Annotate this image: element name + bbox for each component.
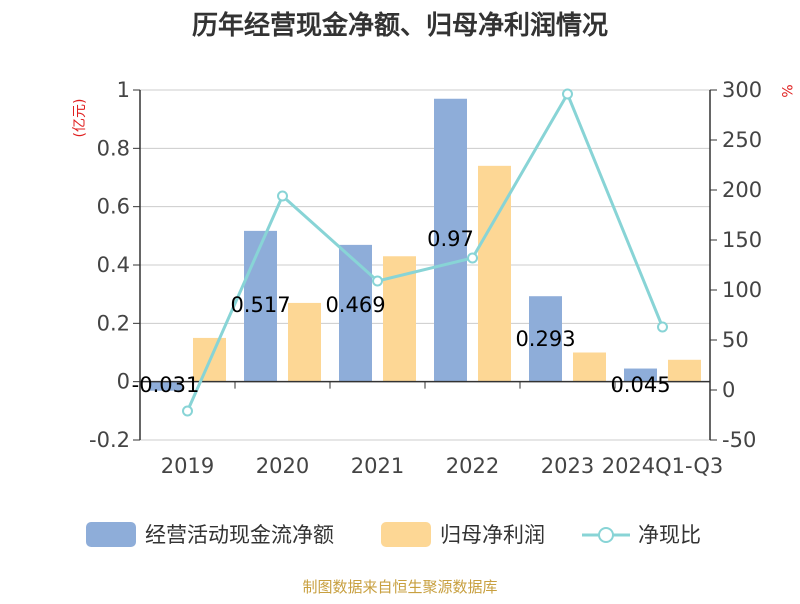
legend-swatch-net-profit[interactable] — [381, 522, 431, 547]
x-tick-label: 2020 — [256, 454, 309, 478]
bar-net-profit — [288, 302, 321, 382]
data-labels: -0.031 0.517 0.469 0.97 0.293 0.045 — [132, 227, 671, 397]
legend-swatch-operating-cash[interactable] — [86, 522, 136, 547]
data-label-operating-cash: 0.469 — [325, 293, 385, 317]
left-tick-label: 0.2 — [97, 311, 130, 335]
bar-operating-cash — [339, 244, 372, 382]
right-axis-unit: % — [778, 84, 794, 97]
data-label-operating-cash: -0.031 — [132, 373, 200, 397]
right-tick-label: 300 — [722, 78, 762, 102]
bars — [149, 98, 701, 391]
bar-operating-cash — [244, 230, 277, 382]
x-tick-label: 2023 — [541, 454, 594, 478]
ratio-polyline — [186, 90, 664, 412]
chart-title: 历年经营现金净额、归母净利润情况 — [192, 10, 608, 41]
legend: 经营活动现金流净额 归母净利润 净现比 — [86, 522, 701, 547]
ratio-point — [657, 321, 668, 333]
ratio-point — [562, 88, 573, 100]
right-tick-label: -50 — [722, 428, 756, 452]
right-tick-label: 0 — [722, 378, 735, 402]
source-note: 制图数据来自恒生聚源数据库 — [302, 578, 497, 596]
right-tick-label: 50 — [722, 328, 749, 352]
left-tick-label: 0.6 — [97, 195, 130, 219]
x-tick-label: 2019 — [161, 454, 214, 478]
left-tick-label: 0.8 — [97, 136, 130, 160]
bar-operating-cash — [529, 296, 562, 382]
bar-operating-cash — [624, 368, 657, 382]
bar-operating-cash — [434, 98, 467, 382]
right-tick-label: 250 — [722, 128, 762, 152]
ratio-line — [182, 88, 668, 417]
legend-marker-ratio[interactable] — [598, 527, 614, 543]
x-tick-label: 2024Q1-Q3 — [602, 454, 724, 478]
grid-lines — [140, 89, 710, 441]
bar-net-profit — [573, 352, 606, 382]
left-tick-label: 0 — [117, 370, 130, 394]
legend-label-net-profit[interactable]: 归母净利润 — [440, 523, 545, 547]
ratio-point — [372, 275, 383, 287]
x-tick-label: 2022 — [446, 454, 499, 478]
ratio-point — [467, 252, 478, 264]
left-tick-label: 0.4 — [97, 253, 130, 277]
bar-operating-cash — [149, 381, 182, 391]
left-tick-label: -0.2 — [89, 428, 130, 452]
data-label-operating-cash: 0.045 — [610, 373, 670, 397]
bar-net-profit — [668, 359, 701, 382]
legend-label-operating-cash[interactable]: 经营活动现金流净额 — [145, 523, 334, 547]
right-tick-label: 100 — [722, 278, 762, 302]
ratio-point — [277, 190, 288, 202]
data-label-operating-cash: 0.97 — [427, 227, 474, 251]
left-tick-label: 1 — [117, 78, 130, 102]
left-axis-unit: (亿元) — [72, 99, 88, 138]
ratio-point — [182, 405, 193, 417]
x-tick-label: 2021 — [351, 454, 404, 478]
data-label-operating-cash: 0.293 — [515, 327, 575, 351]
data-label-operating-cash: 0.517 — [230, 293, 290, 317]
legend-label-ratio[interactable]: 净现比 — [638, 523, 701, 547]
axes: 10.80.60.40.20-0.2300250200150100500-502… — [89, 78, 762, 478]
right-tick-label: 150 — [722, 228, 762, 252]
right-tick-label: 200 — [722, 178, 762, 202]
